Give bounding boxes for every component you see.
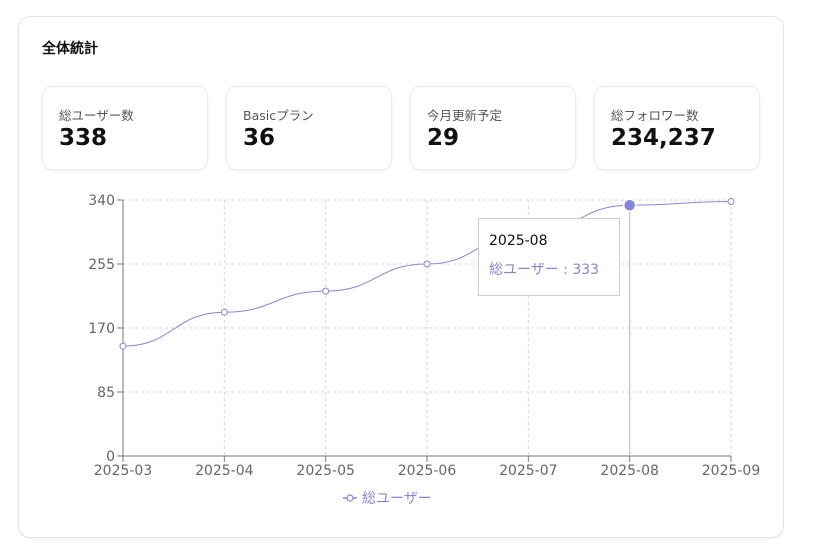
tooltip-separator: : bbox=[558, 262, 573, 278]
y-tick-label: 85 bbox=[97, 385, 115, 401]
y-tick-label: 170 bbox=[88, 321, 115, 337]
x-tick-label: 2025-06 bbox=[398, 463, 457, 479]
stat-card-renewals: 今月更新予定 29 bbox=[410, 86, 576, 170]
panel-title: 全体統計 bbox=[42, 41, 98, 57]
x-tick-label: 2025-09 bbox=[702, 463, 761, 479]
stat-card-basic-plan: Basicプラン 36 bbox=[226, 86, 392, 170]
x-tick-label: 2025-05 bbox=[296, 463, 355, 479]
stat-label: 今月更新予定 bbox=[427, 108, 503, 123]
y-tick-label: 340 bbox=[88, 193, 115, 209]
stat-value: 29 bbox=[427, 125, 460, 151]
x-tick-label: 2025-08 bbox=[600, 463, 659, 479]
data-point bbox=[727, 198, 735, 206]
y-tick-label: 255 bbox=[88, 257, 115, 273]
x-tick-label: 2025-07 bbox=[499, 463, 558, 479]
stat-label: 総ユーザー数 bbox=[59, 108, 134, 123]
tooltip-value: 総ユーザー : 333 bbox=[489, 259, 619, 279]
data-point bbox=[119, 342, 127, 350]
active-data-point bbox=[622, 198, 637, 213]
x-tick-label: 2025-04 bbox=[195, 463, 254, 479]
chart-legend[interactable]: 総ユーザー bbox=[342, 488, 432, 508]
tooltip-series-name: 総ユーザー bbox=[489, 262, 559, 278]
tooltip-number: 333 bbox=[572, 262, 600, 278]
stat-card-total-users: 総ユーザー数 338 bbox=[42, 86, 208, 170]
stat-value: 234,237 bbox=[611, 125, 716, 151]
stat-card-followers: 総フォロワー数 234,237 bbox=[594, 86, 760, 170]
y-tick-label: 0 bbox=[106, 449, 115, 465]
x-tick-label: 2025-03 bbox=[94, 463, 153, 479]
data-point bbox=[220, 308, 228, 316]
stat-label: 総フォロワー数 bbox=[611, 108, 699, 123]
legend-line-icon bbox=[343, 494, 357, 502]
legend-label: 総ユーザー bbox=[362, 491, 432, 507]
data-point bbox=[322, 287, 330, 295]
stat-value: 36 bbox=[243, 125, 276, 151]
stat-label: Basicプラン bbox=[243, 108, 314, 123]
stat-value: 338 bbox=[59, 125, 108, 151]
tooltip-label: 2025-08 bbox=[489, 233, 548, 249]
chart-tooltip: 2025-08 総ユーザー : 333 bbox=[478, 218, 620, 296]
data-point bbox=[423, 260, 431, 268]
